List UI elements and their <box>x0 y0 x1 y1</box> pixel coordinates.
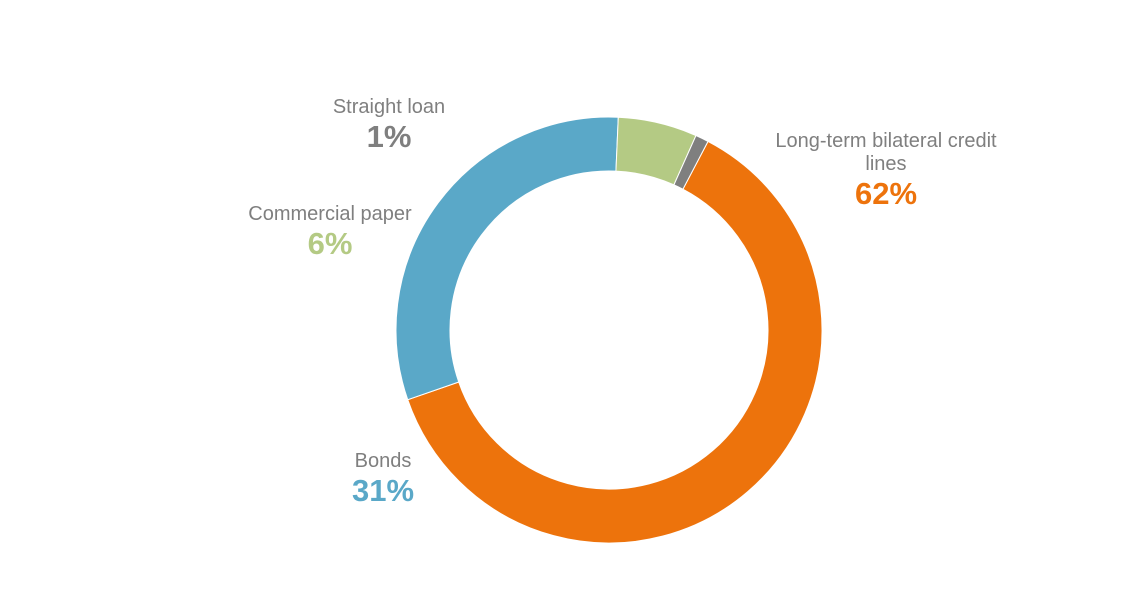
slice-label-long-term-bilateral-credit-lines: Long-term bilateral credit lines 62% <box>760 130 1012 212</box>
slice-percent-commercial-paper: 6% <box>307 226 353 261</box>
slice-name-commercial-paper: Commercial paper <box>248 203 412 225</box>
slice-label-bonds: Bonds 31% <box>323 450 443 509</box>
slice-name-long-term-bilateral-credit-lines: Long-term bilateral credit lines <box>775 130 997 175</box>
slice-name-straight-loan: Straight loan <box>332 96 446 118</box>
slice-straight-loan <box>673 134 709 190</box>
slice-percent-long-term-bilateral-credit-lines: 62% <box>854 176 918 211</box>
slice-name-bonds: Bonds <box>354 450 412 472</box>
slice-label-commercial-paper: Commercial paper 6% <box>232 203 428 262</box>
slice-long-term-bilateral-credit-lines <box>407 140 823 544</box>
slice-bonds <box>395 116 619 401</box>
slice-percent-straight-loan: 1% <box>366 119 412 154</box>
slice-percent-bonds: 31% <box>351 473 415 508</box>
slice-label-straight-loan: Straight loan 1% <box>318 96 460 155</box>
